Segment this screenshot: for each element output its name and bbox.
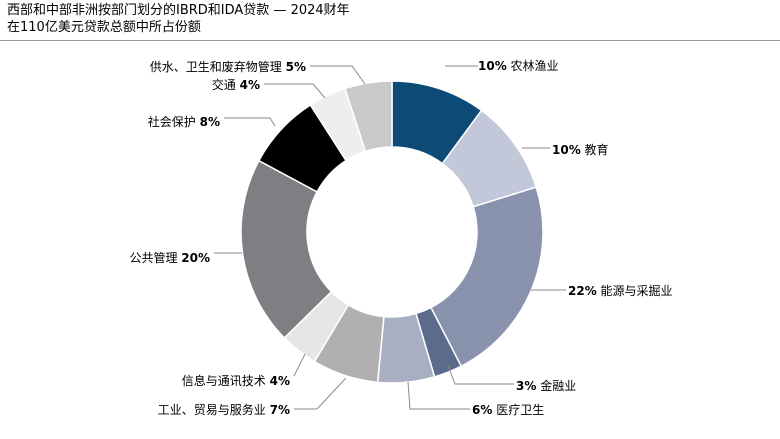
slice-percent: 3% [516,379,536,393]
slice-name: 工业、贸易与服务业 [158,402,270,417]
slice-label: 22% 能源与采掘业 [568,283,673,298]
slice-name: 公共管理 [129,250,181,265]
slice-percent: 4% [240,78,260,92]
slice-percent: 20% [181,251,210,265]
slice-label: 工业、贸易与服务业 7% [158,402,290,417]
slice-label: 3% 金融业 [516,378,576,393]
slice-name: 金融业 [536,378,576,393]
slice-percent: 10% [478,59,507,73]
slice-label: 10% 教育 [552,142,609,157]
slice-label: 信息与通讯技术 4% [182,373,290,388]
title-divider [0,40,780,41]
leader-line [264,83,326,99]
leader-line [447,365,514,385]
leader-line [224,117,276,127]
leader-line [310,65,366,85]
slice-label: 6% 医疗卫生 [472,403,544,417]
slice-label: 供水、卫生和废弃物管理 5% [150,59,306,74]
slice-name: 社会保护 [148,114,200,129]
chart-title: 西部和中部非洲按部门划分的IBRD和IDA贷款 — 2024财年 [7,3,350,18]
slice-percent: 10% [552,143,581,157]
slice-percent: 5% [286,60,306,74]
slice-percent: 8% [200,115,220,129]
slice-label: 10% 农林渔业 [478,59,559,73]
slice-name: 交通 [212,77,240,92]
slice-name: 信息与通讯技术 [182,373,270,388]
slice-percent: 6% [472,403,492,417]
slice-percent: 7% [270,403,290,417]
slice-label: 交通 4% [212,77,260,92]
slice-name: 供水、卫生和废弃物管理 [150,59,286,74]
slice-name: 农林渔业 [507,59,559,73]
donut-slice [343,80,393,153]
chart-subtitle: 在110亿美元贷款总额中所占份额 [7,20,201,35]
slice-name: 能源与采掘业 [597,283,673,298]
slice-percent: 4% [270,374,290,388]
leader-line [293,353,306,377]
slice-percent: 22% [568,284,597,298]
leader-line [407,381,470,410]
slice-name: 医疗卫生 [492,403,544,417]
slice-name: 教育 [581,142,609,157]
slice-label: 公共管理 20% [129,250,210,265]
leader-line [294,377,347,410]
slice-label: 社会保护 8% [148,114,220,129]
donut-slice [429,186,544,368]
